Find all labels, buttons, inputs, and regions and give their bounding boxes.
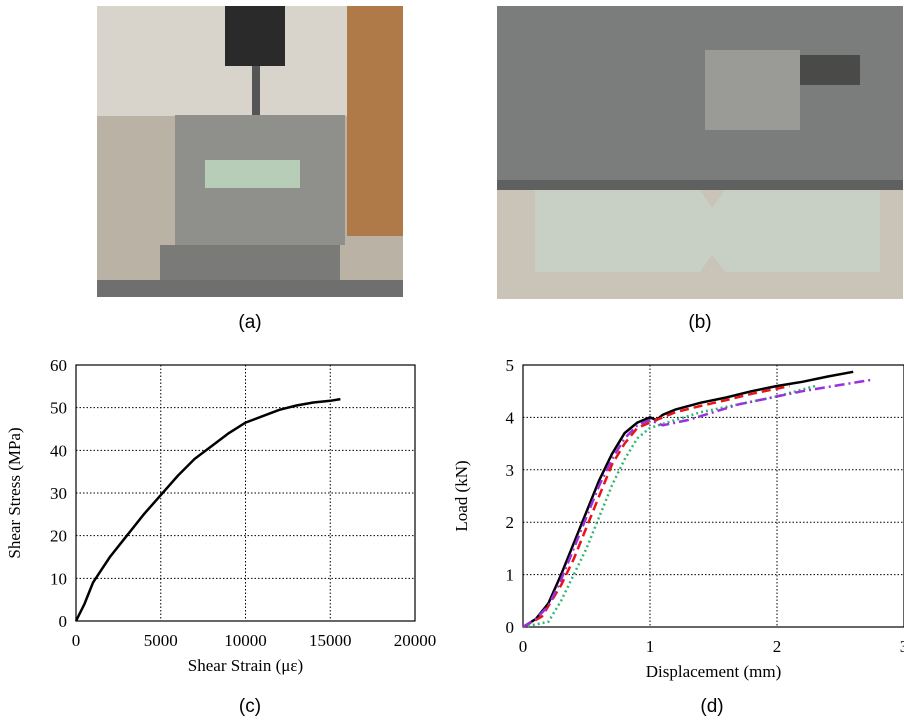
y-tick-label: 10	[50, 569, 67, 588]
y-axis-title: Shear Stress (MPa)	[5, 427, 24, 558]
data-line	[522, 378, 873, 629]
x-tick-label: 10000	[224, 631, 267, 650]
x-axis-title: Displacement (mm)	[646, 662, 782, 681]
x-axis-title: Shear Strain (με)	[188, 656, 303, 675]
caption: (b)	[688, 312, 711, 333]
photo-a	[97, 6, 403, 297]
x-tick-label: 20000	[394, 631, 437, 650]
y-tick-label: 50	[50, 399, 67, 418]
y-tick-label: 60	[50, 356, 67, 375]
data-line	[522, 370, 854, 629]
data-line	[522, 384, 790, 629]
y-tick-label: 30	[50, 484, 67, 503]
x-tick-label: 2	[773, 637, 782, 656]
x-tick-label: 3	[900, 637, 904, 656]
x-tick-label: 1	[646, 637, 655, 656]
y-tick-label: 20	[50, 527, 67, 546]
x-tick-label: 0	[72, 631, 81, 650]
x-tick-label: 15000	[309, 631, 352, 650]
x-tick-label: 0	[519, 637, 528, 656]
y-tick-label: 5	[506, 356, 515, 375]
plot-frame	[75, 364, 416, 622]
x-tick-label: 5000	[144, 631, 178, 650]
plot-frame	[522, 364, 904, 628]
caption: (a)	[238, 312, 261, 333]
data-line	[522, 384, 816, 629]
y-tick-label: 1	[506, 566, 515, 585]
y-tick-label: 40	[50, 441, 67, 460]
y-tick-label: 0	[506, 618, 515, 637]
y-tick-label: 3	[506, 461, 515, 480]
photo-b	[497, 6, 903, 299]
caption: (c)	[239, 696, 261, 717]
y-tick-label: 4	[506, 408, 515, 427]
caption: (d)	[700, 696, 723, 717]
y-axis-title: Load (kN)	[452, 460, 471, 531]
data-line	[74, 397, 341, 622]
y-tick-label: 2	[506, 513, 515, 532]
y-tick-label: 0	[59, 612, 68, 631]
